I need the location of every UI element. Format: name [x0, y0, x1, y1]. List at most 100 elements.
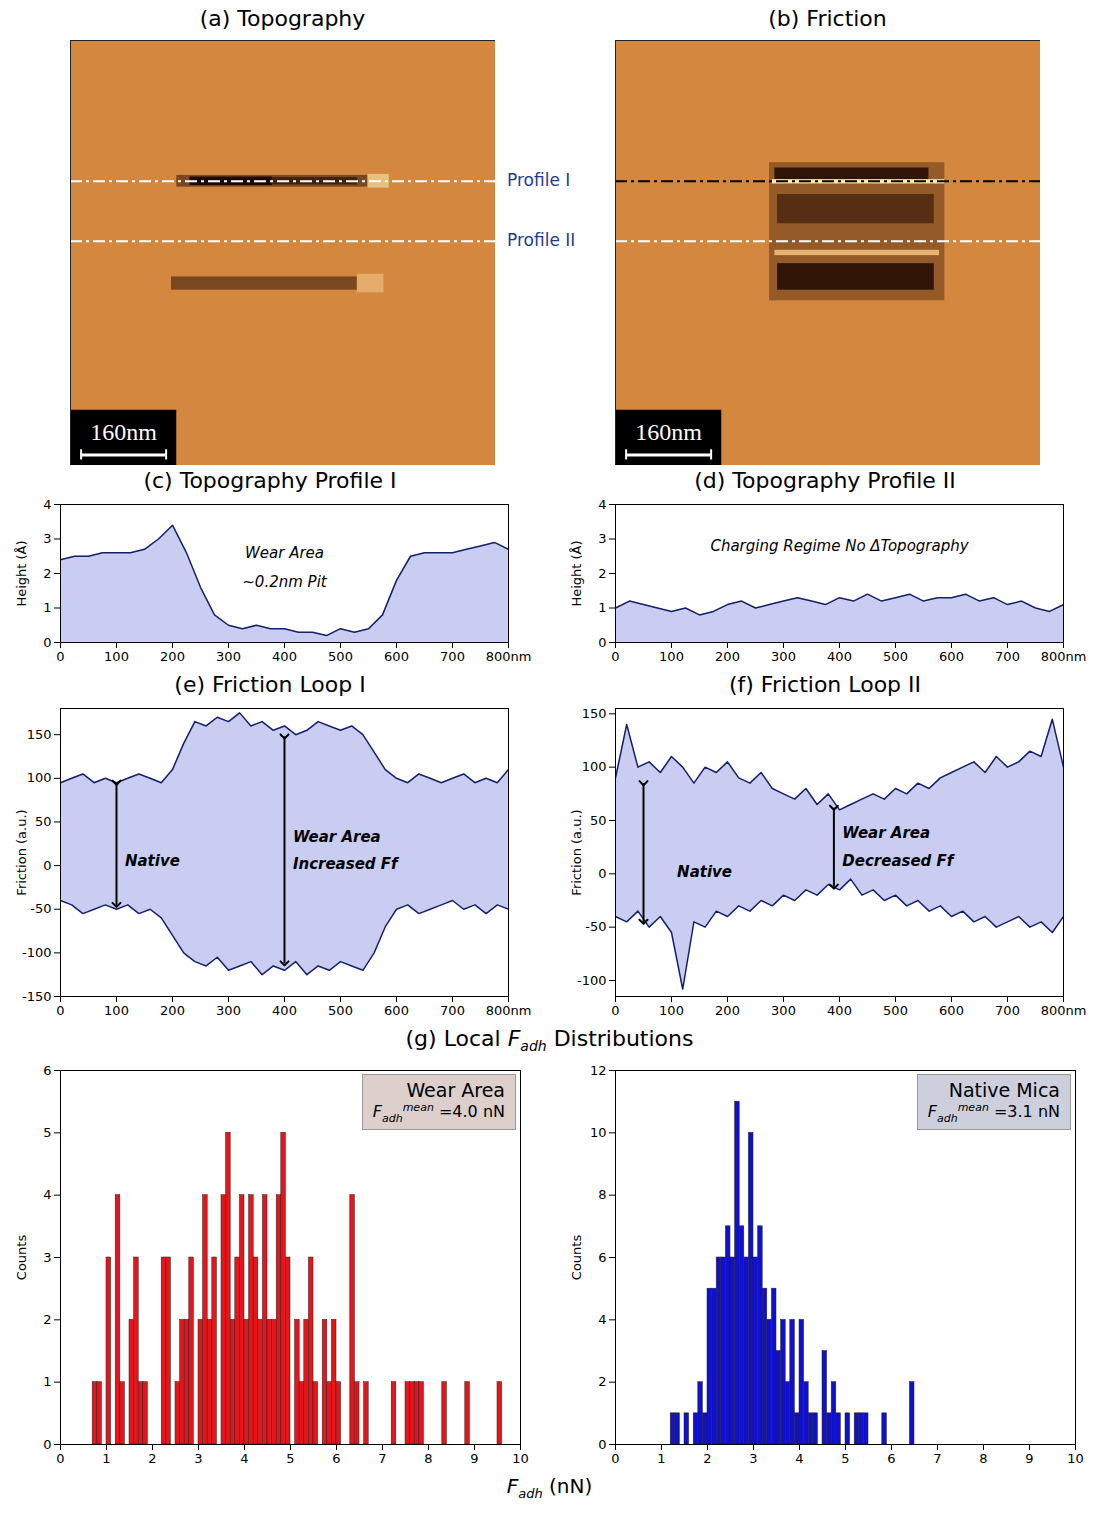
svg-text:4: 4	[43, 497, 51, 512]
svg-text:Wear Area: Wear Area	[245, 544, 324, 562]
svg-text:Counts: Counts	[14, 1235, 29, 1281]
svg-text:5: 5	[43, 1125, 51, 1140]
svg-text:4: 4	[598, 1312, 606, 1327]
svg-text:0: 0	[56, 1451, 64, 1466]
svg-text:0: 0	[43, 1437, 51, 1452]
svg-text:3: 3	[43, 1250, 51, 1265]
svg-text:700: 700	[995, 1003, 1020, 1018]
svg-text:Wear Area: Wear Area	[842, 824, 930, 842]
svg-text:2: 2	[148, 1451, 156, 1466]
svg-text:300: 300	[771, 1003, 796, 1018]
svg-text:200: 200	[715, 1003, 740, 1018]
svg-text:~0.2nm Pit: ~0.2nm Pit	[242, 573, 328, 591]
svg-text:600: 600	[384, 1003, 409, 1018]
svg-text:50: 50	[35, 814, 52, 829]
svg-text:Wear Area: Wear Area	[293, 828, 381, 846]
svg-text:0: 0	[56, 1003, 64, 1018]
svg-text:7: 7	[378, 1451, 386, 1466]
svg-text:100: 100	[104, 649, 129, 664]
svg-text:2: 2	[43, 1312, 51, 1327]
svg-text:400: 400	[272, 649, 297, 664]
svg-text:-100: -100	[22, 945, 52, 960]
svg-text:3: 3	[598, 531, 606, 546]
svg-text:600: 600	[384, 649, 409, 664]
svg-text:4: 4	[795, 1451, 803, 1466]
svg-text:3: 3	[43, 531, 51, 546]
svg-text:4: 4	[240, 1451, 248, 1466]
svg-text:10: 10	[512, 1451, 529, 1466]
svg-text:0: 0	[598, 866, 606, 881]
svg-text:-50: -50	[585, 919, 606, 934]
svg-text:-100: -100	[577, 973, 607, 988]
svg-text:150: 150	[27, 727, 52, 742]
svg-text:700: 700	[995, 649, 1020, 664]
svg-text:Height (Å): Height (Å)	[14, 540, 29, 606]
svg-text:7: 7	[933, 1451, 941, 1466]
svg-text:Native: Native	[677, 863, 732, 881]
svg-text:3: 3	[749, 1451, 757, 1466]
svg-text:6: 6	[887, 1451, 895, 1466]
svg-text:800nm: 800nm	[1041, 649, 1087, 664]
svg-text:500: 500	[328, 649, 353, 664]
svg-text:0: 0	[43, 635, 51, 650]
svg-text:12: 12	[590, 1063, 607, 1078]
svg-text:3: 3	[194, 1451, 202, 1466]
svg-text:4: 4	[598, 497, 606, 512]
svg-text:8: 8	[598, 1187, 606, 1202]
svg-text:0: 0	[611, 1451, 619, 1466]
svg-text:500: 500	[328, 1003, 353, 1018]
svg-text:1: 1	[43, 600, 51, 615]
svg-text:600: 600	[939, 1003, 964, 1018]
svg-text:2: 2	[598, 1374, 606, 1389]
svg-text:200: 200	[160, 649, 185, 664]
svg-text:150: 150	[582, 706, 607, 721]
svg-text:Counts: Counts	[569, 1235, 584, 1281]
svg-text:9: 9	[1025, 1451, 1033, 1466]
svg-text:1: 1	[102, 1451, 110, 1466]
svg-text:6: 6	[598, 1250, 606, 1265]
svg-text:300: 300	[216, 1003, 241, 1018]
svg-text:Decreased Ff: Decreased Ff	[842, 852, 956, 870]
svg-text:Charging Regime No ΔTopography: Charging Regime No ΔTopography	[710, 537, 969, 555]
svg-text:1: 1	[657, 1451, 665, 1466]
svg-text:8: 8	[424, 1451, 432, 1466]
svg-text:5: 5	[841, 1451, 849, 1466]
svg-text:800nm: 800nm	[486, 649, 532, 664]
svg-text:0: 0	[43, 858, 51, 873]
svg-text:4: 4	[43, 1187, 51, 1202]
svg-text:10: 10	[590, 1125, 607, 1140]
svg-text:50: 50	[590, 813, 607, 828]
svg-text:-50: -50	[30, 901, 51, 916]
svg-text:500: 500	[883, 1003, 908, 1018]
svg-text:160nm: 160nm	[635, 419, 702, 445]
svg-text:8: 8	[979, 1451, 987, 1466]
svg-text:700: 700	[440, 649, 465, 664]
svg-text:0: 0	[611, 1003, 619, 1018]
svg-text:300: 300	[771, 649, 796, 664]
svg-text:800nm: 800nm	[486, 1003, 532, 1018]
svg-text:0: 0	[611, 649, 619, 664]
svg-text:Native: Native	[125, 852, 180, 870]
svg-text:200: 200	[715, 649, 740, 664]
svg-text:Friction (a.u.): Friction (a.u.)	[14, 809, 29, 895]
svg-text:600: 600	[939, 649, 964, 664]
svg-text:800nm: 800nm	[1041, 1003, 1087, 1018]
svg-text:100: 100	[27, 770, 52, 785]
svg-text:2: 2	[598, 566, 606, 581]
svg-text:160nm: 160nm	[90, 419, 157, 445]
svg-text:700: 700	[440, 1003, 465, 1018]
svg-text:9: 9	[470, 1451, 478, 1466]
svg-text:0: 0	[56, 649, 64, 664]
svg-text:Increased Ff: Increased Ff	[293, 855, 400, 873]
svg-text:2: 2	[43, 566, 51, 581]
svg-text:500: 500	[883, 649, 908, 664]
svg-text:Height (Å): Height (Å)	[569, 540, 584, 606]
svg-text:2: 2	[703, 1451, 711, 1466]
svg-text:1: 1	[43, 1374, 51, 1389]
svg-text:10: 10	[1067, 1451, 1084, 1466]
svg-text:1: 1	[598, 600, 606, 615]
svg-text:100: 100	[104, 1003, 129, 1018]
svg-text:6: 6	[43, 1063, 51, 1078]
svg-text:Friction (a.u.): Friction (a.u.)	[569, 809, 584, 895]
svg-text:300: 300	[216, 649, 241, 664]
